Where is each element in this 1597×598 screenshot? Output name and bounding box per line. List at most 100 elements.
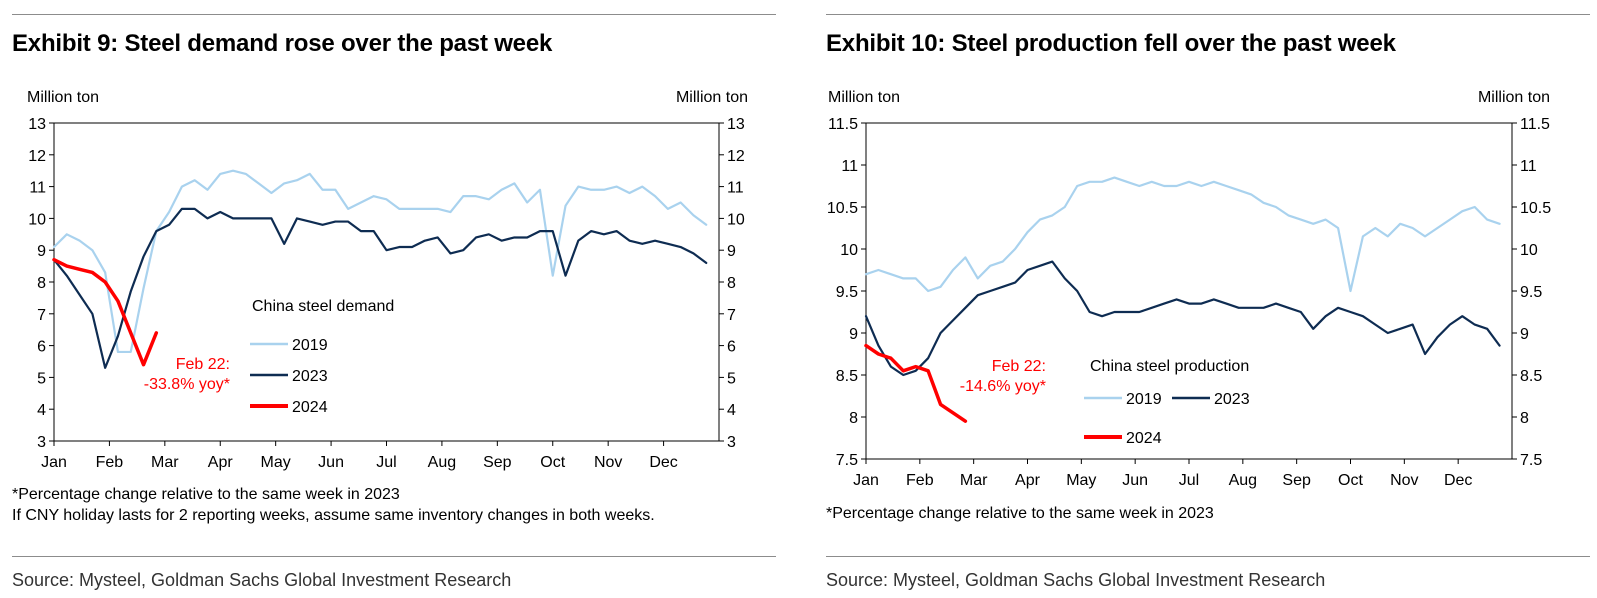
series-line-2019 — [52, 169, 708, 354]
y-tick-label-left: 11 — [29, 180, 46, 197]
plot-frame — [865, 122, 1513, 460]
x-tick-label: Jul — [376, 454, 396, 471]
y-tick-label-left: 7.5 — [836, 452, 858, 469]
y-tick-label-right: 8 — [1520, 410, 1529, 427]
annotation-yoy: -14.6% yoy* — [960, 378, 1046, 395]
y-tick-label-left: 8 — [849, 410, 858, 427]
x-tick-label: Aug — [428, 454, 456, 471]
x-tick-label: Jun — [318, 454, 344, 471]
chart-title: Exhibit 9: Steel demand rose over the pa… — [12, 30, 553, 57]
x-tick-label: Apr — [1015, 472, 1041, 489]
source-note: Source: Mysteel, Goldman Sachs Global In… — [12, 570, 512, 590]
chart-title: Exhibit 10: Steel production fell over t… — [826, 30, 1396, 57]
y-tick-label-left: 6 — [37, 339, 46, 356]
legend-label-2024: 2024 — [292, 399, 328, 416]
footnote-cny: If CNY holiday lasts for 2 reporting wee… — [12, 507, 655, 524]
x-tick-label: Feb — [906, 472, 934, 489]
y-tick-label-right: 8 — [727, 275, 736, 292]
y-tick-label-left: 10 — [28, 211, 46, 228]
y-tick-label-right: 13 — [727, 116, 745, 133]
y-tick-label-left: 12 — [28, 148, 46, 165]
bottom-rule — [12, 556, 776, 557]
top-rule — [12, 14, 776, 15]
y-tick-label-right: 4 — [727, 402, 736, 419]
x-tick-label: May — [261, 454, 291, 471]
annotation-date: Feb 22: — [176, 356, 230, 373]
x-tick-label: Jan — [853, 472, 879, 489]
y-tick-label-right: 9 — [727, 243, 736, 260]
x-tick-label: Mar — [151, 454, 179, 471]
x-tick-label: Dec — [1444, 472, 1472, 489]
y-tick-label-left: 7 — [37, 307, 46, 324]
annotation-yoy: -33.8% yoy* — [144, 376, 230, 393]
y-tick-label-left: 9.5 — [836, 284, 858, 301]
x-tick-label: Mar — [960, 472, 988, 489]
legend-label-2019: 2019 — [1126, 391, 1162, 408]
series-line-2024 — [864, 343, 968, 423]
x-tick-label: Oct — [1338, 472, 1363, 489]
y-axis-label-left: Million ton — [828, 89, 900, 106]
y-tick-label-left: 5 — [37, 370, 46, 387]
x-tick-label: Jul — [1179, 472, 1199, 489]
x-tick-label: Jun — [1122, 472, 1148, 489]
top-rule — [826, 14, 1590, 15]
legend-label-2024: 2024 — [1126, 430, 1162, 447]
series-line-2023 — [864, 260, 1501, 377]
x-tick-label: Sep — [1282, 472, 1311, 489]
y-axis-label-left: Million ton — [27, 89, 99, 106]
y-tick-label-right: 11.5 — [1520, 116, 1550, 133]
series-line-2019 — [864, 176, 1501, 293]
x-tick-label: Jan — [41, 454, 67, 471]
y-axis-label-right: Million ton — [676, 89, 748, 106]
y-tick-label-right: 9 — [1520, 326, 1529, 343]
legend-label-2023: 2023 — [1214, 391, 1250, 408]
y-tick-label-left: 10 — [840, 242, 858, 259]
series-line-2024 — [52, 257, 159, 367]
y-tick-label-left: 10.5 — [827, 200, 858, 217]
y-tick-label-left: 8.5 — [836, 368, 858, 385]
x-tick-label: Dec — [649, 454, 677, 471]
y-tick-label-left: 4 — [37, 402, 46, 419]
y-tick-label-right: 10.5 — [1520, 200, 1551, 217]
steel-demand-chart: Million ton Million ton 3 3 4 4 5 5 6 6 7 7 8 8 9 9 10 10… — [27, 89, 748, 471]
y-tick-label-right: 10 — [1520, 242, 1538, 259]
x-tick-label: Sep — [483, 454, 512, 471]
x-tick-label: Feb — [96, 454, 124, 471]
legend-title: China steel demand — [252, 298, 394, 315]
y-tick-label-left: 3 — [37, 434, 46, 451]
exhibit-10-panel: Exhibit 10: Steel production fell over t… — [826, 0, 1597, 598]
y-tick-label-left: 8 — [37, 275, 46, 292]
annotation-date: Feb 22: — [992, 358, 1046, 375]
y-tick-label-left: 11 — [841, 158, 858, 175]
bottom-rule — [826, 556, 1590, 557]
y-tick-label-right: 7.5 — [1520, 452, 1542, 469]
y-tick-label-right: 6 — [727, 339, 736, 356]
y-tick-label-left: 11.5 — [828, 116, 858, 133]
y-tick-label-left: 9 — [849, 326, 858, 343]
source-note: Source: Mysteel, Goldman Sachs Global In… — [826, 570, 1326, 590]
y-tick-label-left: 9 — [37, 243, 46, 260]
y-tick-label-left: 13 — [28, 116, 46, 133]
legend-label-2019: 2019 — [292, 337, 328, 354]
y-tick-label-right: 8.5 — [1520, 368, 1542, 385]
y-tick-label-right: 10 — [727, 211, 745, 228]
series-line-2023 — [52, 207, 708, 369]
x-tick-label: Oct — [540, 454, 565, 471]
plot-frame — [53, 122, 720, 442]
x-tick-label: May — [1066, 472, 1096, 489]
y-tick-label-right: 3 — [727, 434, 736, 451]
y-tick-label-right: 9.5 — [1520, 284, 1542, 301]
x-tick-label: Aug — [1229, 472, 1257, 489]
x-tick-label: Apr — [208, 454, 234, 471]
footnote: *Percentage change relative to the same … — [826, 505, 1214, 522]
x-tick-label: Nov — [1390, 472, 1418, 489]
y-tick-label-right: 11 — [727, 180, 744, 197]
x-tick-label: Nov — [594, 454, 622, 471]
legend-label-2023: 2023 — [292, 368, 328, 385]
y-tick-label-right: 7 — [727, 307, 736, 324]
y-tick-label-right: 5 — [727, 370, 736, 387]
exhibit-9-panel: Exhibit 9: Steel demand rose over the pa… — [12, 0, 788, 598]
footnote: *Percentage change relative to the same … — [12, 486, 400, 503]
steel-production-chart: Million ton Million ton 7.5 7.5 8 8 8.5 8.5 9 9 9.… — [827, 89, 1551, 489]
y-tick-label-right: 11 — [1520, 158, 1537, 175]
